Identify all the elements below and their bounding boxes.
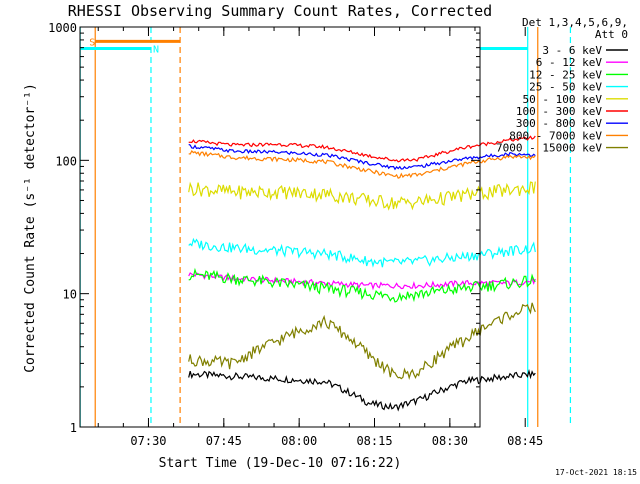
x-tick-label: 08:00	[281, 434, 317, 448]
x-tick-label: 07:30	[130, 434, 166, 448]
legend-entry-label: 300 - 800 keV	[516, 117, 602, 130]
series-line	[188, 302, 536, 380]
legend-entry-label: 7000 - 15000 keV	[496, 142, 602, 155]
series-line	[188, 135, 536, 163]
legend-entry-label: 6 - 12 keV	[536, 56, 603, 69]
series-line	[188, 267, 536, 303]
x-tick-label: 08:30	[432, 434, 468, 448]
legend-entry-label: 800 - 7000 keV	[509, 129, 602, 142]
flag-label: N	[153, 44, 159, 55]
data-series	[188, 135, 536, 412]
series-line	[188, 150, 536, 179]
axes: 1 10 100 1000 07:30 07:45 08:00 08:15 08:30 08:45	[48, 21, 543, 448]
plot-frame	[79, 26, 481, 428]
chart-title: RHESSI Observing Summary Count Rates, Co…	[68, 2, 492, 20]
legend-entry-label: 100 - 300 keV	[516, 105, 602, 118]
x-tick-label: 07:45	[206, 434, 242, 448]
y-tick-label: 100	[55, 154, 77, 168]
x-tick-label: 08:15	[356, 434, 392, 448]
legend-entry-label: 3 - 6 keV	[542, 44, 602, 57]
legend-entry-label: 12 - 25 keV	[529, 68, 602, 81]
y-axis-label: Corrected Count Rate (s⁻¹ detector⁻¹)	[23, 83, 38, 373]
legend-entry-label: 25 - 50 keV	[529, 81, 602, 94]
series-line	[188, 143, 536, 171]
legend-entry-label: 50 - 100 keV	[523, 93, 603, 106]
legend-header-line-2: Att 0	[595, 28, 628, 41]
series-line	[188, 237, 536, 268]
flag-label: S	[89, 37, 95, 48]
series-line	[188, 368, 536, 412]
y-tick-label: 1000	[48, 21, 77, 35]
y-tick-label: 10	[63, 288, 77, 302]
instrument-markers: SN	[79, 27, 572, 427]
y-tick-label: 1	[70, 421, 77, 435]
x-tick-label: 08:45	[507, 434, 543, 448]
footer-timestamp: 17-Oct-2021 18:15	[555, 468, 637, 477]
x-axis-label: Start Time (19-Dec-10 07:16:22)	[159, 456, 402, 471]
series-line	[188, 181, 536, 211]
legend-header-line-1: Det 1,3,4,5,6,9,	[522, 16, 628, 29]
